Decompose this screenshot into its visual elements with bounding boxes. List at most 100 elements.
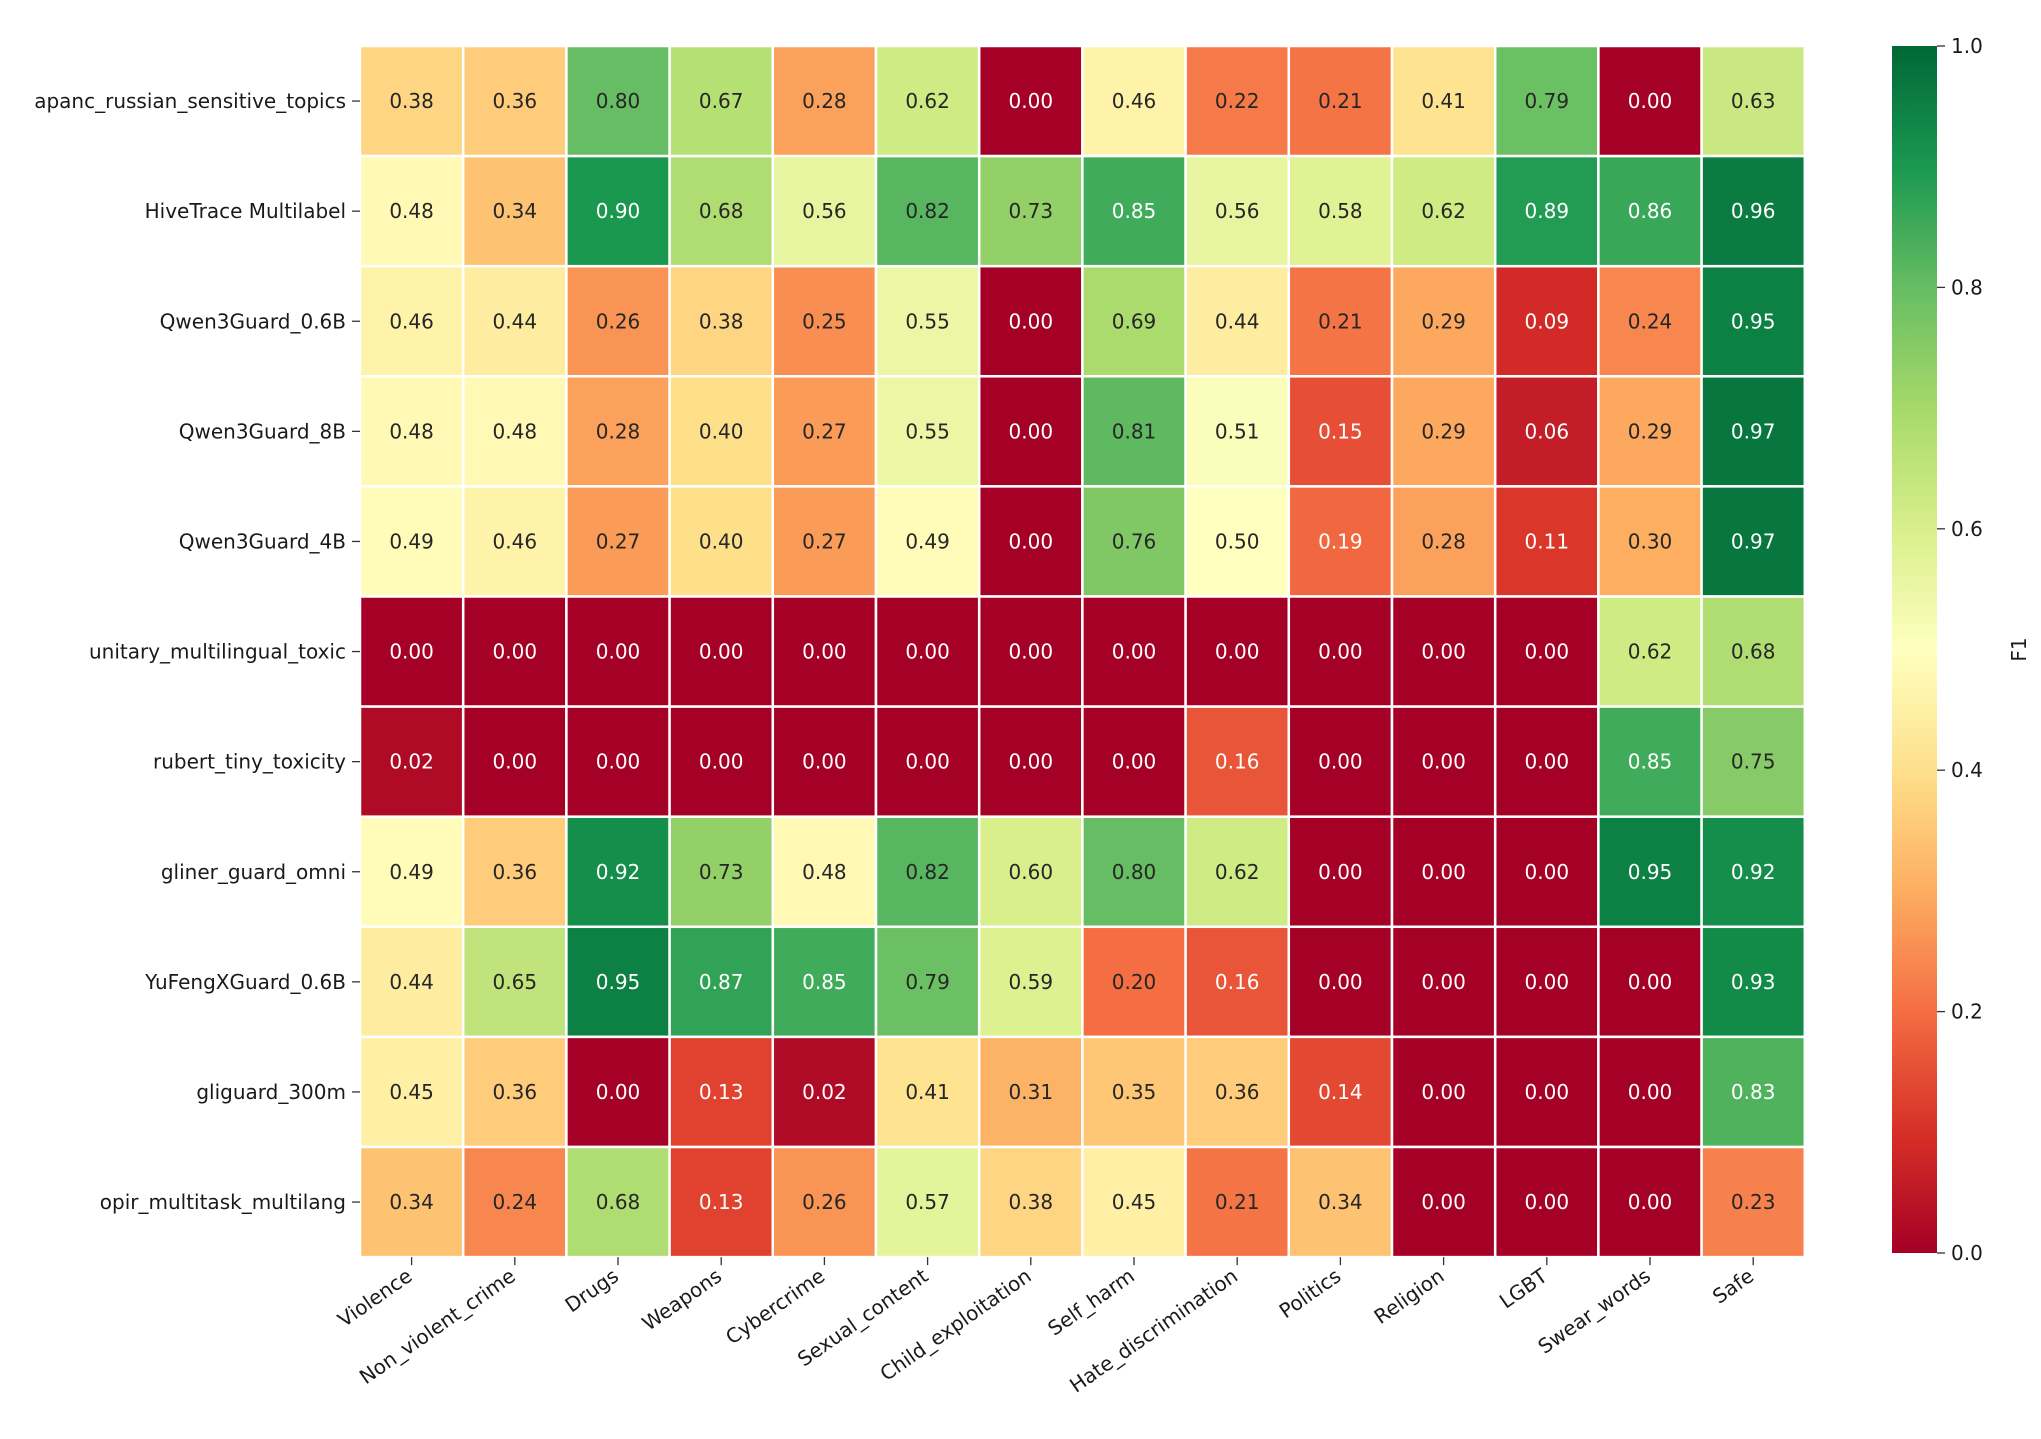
cell-value-label: 0.00	[1421, 860, 1466, 884]
heatmap-cell	[1493, 1035, 1600, 1149]
cell-value-label: 0.25	[802, 309, 847, 333]
cell-value-label: 0.63	[1731, 89, 1776, 113]
colorbar-tick-label: 0.8	[1951, 275, 1983, 299]
colorbar-tick-label: 0.0	[1951, 1241, 1983, 1265]
heatmap-cell	[1287, 1145, 1394, 1259]
row-label: unitary_multilingual_toxic	[89, 640, 346, 664]
cell-value-label: 0.86	[1628, 199, 1673, 223]
heatmap-cell	[668, 595, 775, 708]
heatmap-cell	[977, 925, 1084, 1039]
cell-value-label: 0.81	[1112, 419, 1157, 443]
heatmap-cell	[461, 1035, 568, 1149]
heatmap-cell	[1700, 705, 1807, 818]
cell-value-label: 0.82	[905, 860, 950, 884]
column-label: LGBT	[1495, 1263, 1552, 1313]
heatmap-cell	[1700, 1145, 1807, 1259]
heatmap-cell	[1700, 595, 1807, 708]
cell-value-label: 0.44	[493, 309, 538, 333]
heatmap-cell	[565, 595, 671, 708]
colorbar-tick-label: 1.0	[1951, 34, 1983, 58]
cell-value-label: 0.00	[1009, 419, 1054, 443]
heatmap-cell	[977, 815, 1084, 929]
heatmap-cell	[668, 925, 775, 1039]
cell-value-label: 0.45	[389, 1080, 434, 1104]
cell-value-label: 0.00	[1628, 1080, 1673, 1104]
cell-value-label: 0.49	[389, 529, 434, 553]
heatmap-cell	[1390, 705, 1497, 818]
cell-value-label: 0.80	[596, 89, 641, 113]
column-label: Hate_discrimination	[1065, 1264, 1242, 1398]
cell-value-label: 0.22	[1215, 89, 1260, 113]
cell-value-label: 0.80	[1112, 860, 1157, 884]
cell-value-label: 0.00	[1421, 750, 1466, 774]
heatmap-cell	[1700, 485, 1807, 598]
heatmap-cell	[771, 595, 878, 708]
cell-value-label: 0.90	[596, 199, 641, 223]
cell-value-label: 0.36	[493, 1080, 538, 1104]
heatmap-cell	[565, 705, 671, 818]
cell-value-label: 0.29	[1421, 309, 1466, 333]
cell-value-label: 0.00	[1318, 640, 1363, 664]
cell-value-label: 0.00	[596, 1080, 641, 1104]
cell-value-label: 0.00	[1009, 640, 1054, 664]
cell-value-label: 0.48	[389, 419, 434, 443]
cell-value-label: 0.00	[1525, 1080, 1570, 1104]
cell-value-label: 0.40	[699, 529, 744, 553]
row-label: gliguard_300m	[196, 1080, 346, 1104]
cell-value-label: 0.50	[1215, 529, 1260, 553]
cell-value-label: 0.02	[802, 1080, 847, 1104]
cell-value-label: 0.49	[905, 529, 950, 553]
heatmap-cell	[1390, 925, 1497, 1039]
cell-value-label: 0.68	[1731, 640, 1776, 664]
cell-value-label: 0.00	[1628, 970, 1673, 994]
cell-value-label: 0.09	[1525, 309, 1570, 333]
cell-value-label: 0.51	[1215, 419, 1260, 443]
heatmap-cell	[565, 375, 671, 488]
cell-value-label: 0.48	[389, 199, 434, 223]
cell-value-label: 0.56	[802, 199, 847, 223]
cell-value-label: 0.27	[596, 529, 641, 553]
cell-value-label: 0.68	[699, 199, 744, 223]
heatmap-cell	[977, 705, 1084, 818]
cell-value-label: 0.00	[1112, 750, 1157, 774]
colorbar-tick-label: 0.6	[1951, 517, 1983, 541]
cell-value-label: 0.62	[905, 89, 950, 113]
heatmap-cell	[1700, 154, 1807, 268]
heatmap-cell	[1184, 154, 1291, 268]
cell-value-label: 0.00	[1421, 970, 1466, 994]
heatmap-cell	[1493, 375, 1600, 488]
heatmap-cell	[1493, 815, 1600, 929]
cell-value-label: 0.00	[1318, 970, 1363, 994]
cell-value-label: 0.85	[802, 970, 847, 994]
cell-value-label: 0.44	[389, 970, 434, 994]
heatmap-cell	[1287, 485, 1394, 598]
cell-value-label: 0.59	[1009, 970, 1054, 994]
cell-value-label: 0.19	[1318, 529, 1363, 553]
cell-value-label: 0.16	[1215, 970, 1260, 994]
column-label: Weapons	[638, 1264, 726, 1336]
heatmap-cell	[874, 925, 981, 1039]
heatmap-cell	[1081, 375, 1187, 488]
column-label: Self_harm	[1043, 1264, 1139, 1341]
heatmap-cell	[1390, 595, 1497, 708]
cell-value-label: 0.29	[1421, 419, 1466, 443]
heatmap-cell	[565, 1145, 671, 1259]
heatmap-cell	[461, 595, 568, 708]
colorbar-label: F1	[2007, 637, 2031, 661]
cell-value-label: 0.34	[389, 1190, 434, 1214]
cell-value-label: 0.68	[596, 1190, 641, 1214]
heatmap-cell	[1081, 154, 1187, 268]
heatmap-cell	[1597, 1035, 1703, 1149]
heatmap-cell	[565, 264, 671, 378]
heatmap-cell	[565, 925, 671, 1039]
cell-value-label: 0.97	[1731, 529, 1776, 553]
heatmap-cell	[668, 705, 775, 818]
cell-value-label: 0.00	[1525, 970, 1570, 994]
cell-value-label: 0.21	[1215, 1190, 1260, 1214]
cell-value-label: 0.57	[905, 1190, 950, 1214]
heatmap-cell	[565, 1035, 671, 1149]
cell-value-label: 0.24	[1628, 309, 1673, 333]
row-labels: apanc_russian_sensitive_topics HiveTrace …	[34, 89, 360, 1214]
cell-value-label: 0.35	[1112, 1080, 1157, 1104]
cell-value-label: 0.60	[1009, 860, 1054, 884]
